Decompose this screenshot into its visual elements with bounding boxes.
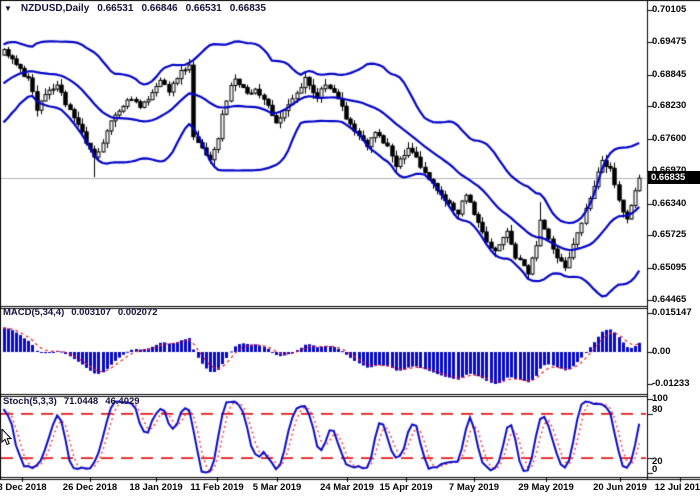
chart-header: ▼ NZDUSD,Daily 0.66531 0.66846 0.66531 0…	[4, 3, 266, 14]
stoch-axis-label: 0	[652, 464, 658, 475]
date-label: 7 May 2019	[448, 482, 500, 493]
stoch-value-d: 46.4029	[105, 396, 140, 407]
date-label: 24 Mar 2019	[320, 482, 374, 493]
price-axis-label: 0.66970	[652, 166, 686, 176]
symbol-dropdown-icon[interactable]: ▼	[4, 4, 12, 13]
stoch-label: Stoch(5,3,3)	[3, 396, 57, 407]
date-label: 26 Dec 2018	[62, 482, 118, 493]
macd-value-main: 0.003107	[71, 307, 111, 318]
price-axis-label: 0.69475	[652, 36, 687, 47]
price-axis-label: 0.64465	[652, 294, 687, 305]
date-label: 29 May 2019	[518, 482, 574, 493]
ohlc-open: 0.66531	[97, 3, 134, 14]
ohlc-high: 0.66846	[141, 3, 178, 14]
macd-axis-label: 0.00	[652, 346, 671, 357]
stoch-value-k: 71.0448	[63, 396, 99, 407]
macd-label: MACD(5,34,4)	[3, 307, 65, 318]
stoch-axis-label: 80	[652, 404, 663, 415]
macd-panel-header: MACD(5,34,4) 0.003107 0.002072	[3, 307, 158, 318]
price-axis-label: 0.66340	[652, 198, 687, 209]
ohlc-close: 0.66835	[229, 3, 266, 14]
price-axis-label: 0.70105	[652, 4, 687, 15]
date-label: 3 Dec 2018	[0, 482, 47, 493]
price-axis-label: 0.68230	[652, 100, 687, 111]
macd-axis-label: 0.015147	[652, 307, 692, 318]
date-label: 20 Jun 2019	[593, 482, 647, 493]
date-label: 5 Mar 2019	[252, 482, 302, 493]
stoch-axis-label: 20	[652, 456, 663, 467]
stoch-panel-header: Stoch(5,3,3) 71.0448 46.4029	[3, 396, 140, 407]
date-label: 11 Feb 2019	[190, 482, 244, 493]
date-label: 18 Jan 2019	[129, 482, 183, 493]
price-axis-label: 0.68845	[652, 69, 687, 80]
symbol-label: NZDUSD,Daily	[20, 3, 90, 14]
mouse-cursor-icon	[1, 429, 12, 446]
ohlc-low: 0.66531	[185, 3, 222, 14]
price-axis-label: 0.65725	[652, 229, 687, 240]
price-axis-label: 0.65095	[652, 262, 687, 273]
date-label: 15 Apr 2019	[379, 482, 433, 493]
macd-value-signal: 0.002072	[117, 307, 158, 318]
price-axis-label: 0.67600	[652, 133, 687, 144]
stoch-axis-label: 100	[652, 393, 668, 404]
date-label: 12 Jul 2019	[654, 482, 700, 493]
macd-axis-label: -0.01233	[652, 378, 690, 389]
current-price-badge: 0.66835	[648, 171, 700, 184]
